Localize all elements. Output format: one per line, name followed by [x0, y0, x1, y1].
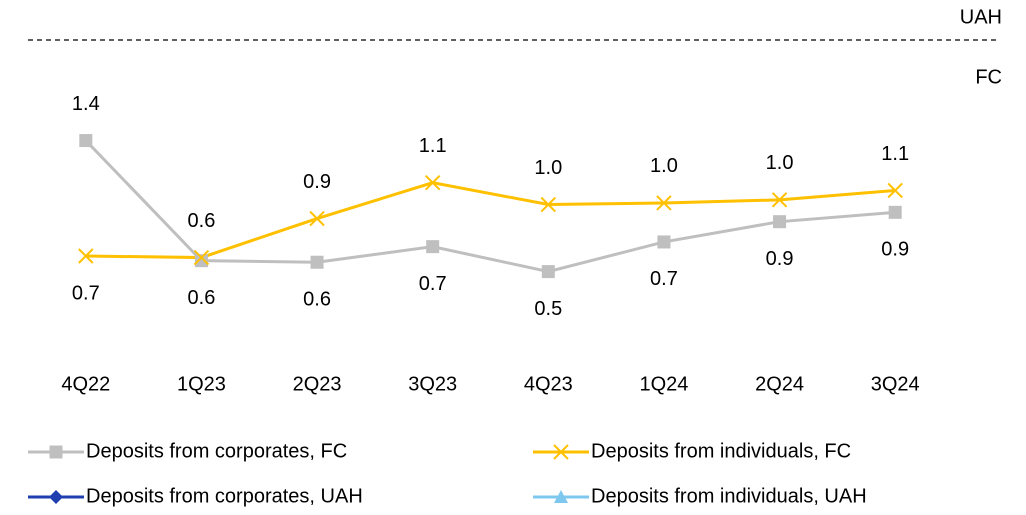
marker: [656, 195, 672, 211]
marker: [541, 265, 555, 279]
legend-marker: [554, 490, 568, 503]
data-label: 0.7: [419, 273, 447, 295]
data-label: 1.0: [534, 157, 562, 179]
data-label: 0.9: [766, 248, 794, 270]
legend-marker: [49, 490, 63, 504]
legend-marker: [553, 444, 569, 460]
marker: [771, 192, 788, 208]
marker: [887, 182, 903, 199]
data-label: 0.7: [650, 268, 678, 290]
marker: [424, 174, 441, 191]
series-line: [84, 139, 896, 274]
data-label: 0.6: [303, 289, 331, 311]
legend-label: Deposits from individuals, UAH: [591, 485, 867, 507]
x-tick-label: 2Q24: [755, 373, 804, 395]
annotation: UAH: [960, 6, 1002, 28]
x-tick-label: 4Q23: [524, 373, 573, 395]
series-line: [85, 181, 896, 260]
annotation: FC: [975, 66, 1002, 88]
marker: [78, 248, 94, 264]
x-tick-label: 1Q24: [639, 373, 688, 395]
marker: [79, 134, 93, 148]
data-label: 0.9: [881, 239, 909, 261]
marker: [888, 205, 902, 219]
legend-label: Deposits from corporates, FC: [86, 440, 347, 462]
marker: [657, 235, 671, 249]
data-label: 0.7: [72, 282, 100, 304]
marker: [194, 254, 208, 268]
x-tick-label: 3Q23: [408, 373, 457, 395]
marker: [773, 215, 787, 229]
x-tick-label: 2Q23: [293, 373, 342, 395]
data-label: 0.5: [534, 298, 562, 320]
marker: [426, 240, 440, 254]
data-label: 1.1: [419, 135, 447, 157]
data-label: 1.1: [881, 143, 909, 165]
x-tick-label: 4Q22: [61, 373, 110, 395]
data-label: 0.6: [188, 210, 216, 232]
marker: [310, 255, 324, 269]
data-label: 1.4: [72, 93, 100, 115]
legend-marker: [49, 445, 63, 459]
data-label: 0.6: [188, 287, 216, 309]
data-label: 1.0: [766, 152, 794, 174]
x-tick-label: 1Q23: [177, 373, 226, 395]
marker: [193, 249, 210, 266]
data-label: 1.0: [650, 155, 678, 177]
x-tick-label: 3Q24: [871, 373, 920, 395]
legend-label: Deposits from corporates, UAH: [86, 485, 363, 507]
legend-label: Deposits from individuals, FC: [591, 440, 851, 462]
data-label: 0.9: [303, 171, 331, 193]
marker: [309, 210, 325, 227]
marker: [540, 196, 557, 213]
